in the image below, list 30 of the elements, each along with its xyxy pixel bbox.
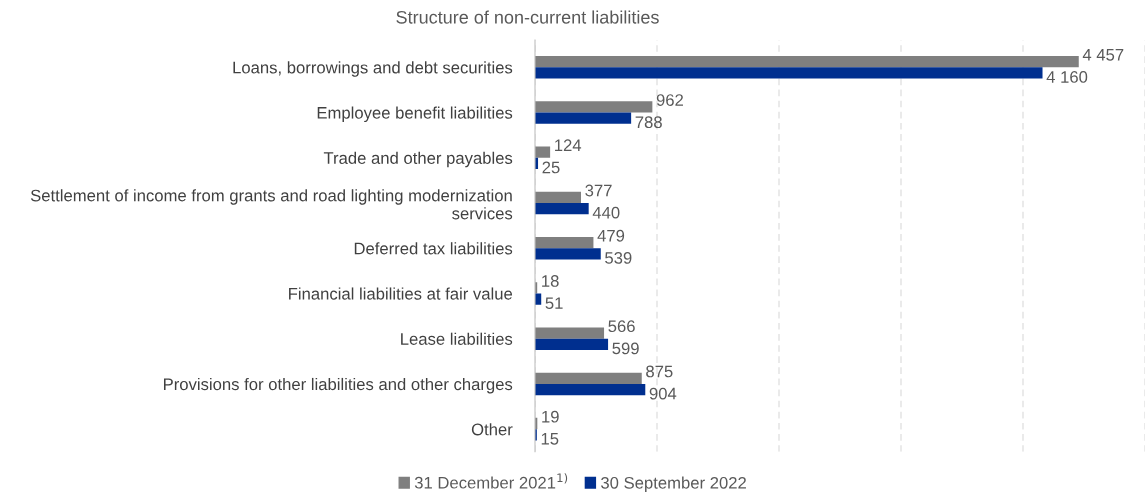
legend-label: 30 September 2022 (601, 476, 746, 493)
data-label: 4 160 (1046, 71, 1088, 83)
data-label: 962 (656, 94, 683, 106)
data-label: 904 (649, 387, 677, 400)
data-label: 19 (542, 410, 559, 423)
chart-title: Structure of non-current liabilities (396, 10, 659, 24)
legend-label: 31 December 2021$^{1)}$ (414, 473, 568, 489)
y-tick-label: Settlement of income from grants and road lighting modernization services (30, 189, 513, 220)
y-tick-label: Financial liabilities at fair value (289, 287, 513, 300)
y-tick-label: Deferred tax liabilities (354, 242, 513, 255)
y-tick-label: Lease liabilities (401, 332, 513, 345)
y-tick-label: Employee benefit liabilities (317, 106, 513, 123)
y-tick-label: Other (471, 423, 513, 436)
data-label: 377 (585, 184, 612, 197)
data-label: 25 (542, 161, 560, 174)
data-label: 4 457 (1082, 49, 1124, 61)
data-label: 18 (542, 275, 559, 287)
data-label: 599 (612, 342, 639, 355)
data-label: 51 (545, 297, 563, 310)
y-tick-label: Loans, borrowings and debt securities (233, 61, 513, 77)
data-label: 479 (597, 229, 625, 242)
y-tick-label: Provisions for other liabilities and other charges (163, 377, 513, 394)
y-tick-label: Trade and other payables (323, 151, 513, 168)
data-label: 788 (635, 116, 662, 129)
data-label: 566 (608, 320, 635, 333)
data-label: 539 (605, 252, 632, 264)
data-label: 875 (646, 365, 673, 378)
data-label: 440 (592, 206, 620, 219)
data-label: 15 (541, 433, 559, 445)
data-label: 124 (555, 139, 582, 151)
